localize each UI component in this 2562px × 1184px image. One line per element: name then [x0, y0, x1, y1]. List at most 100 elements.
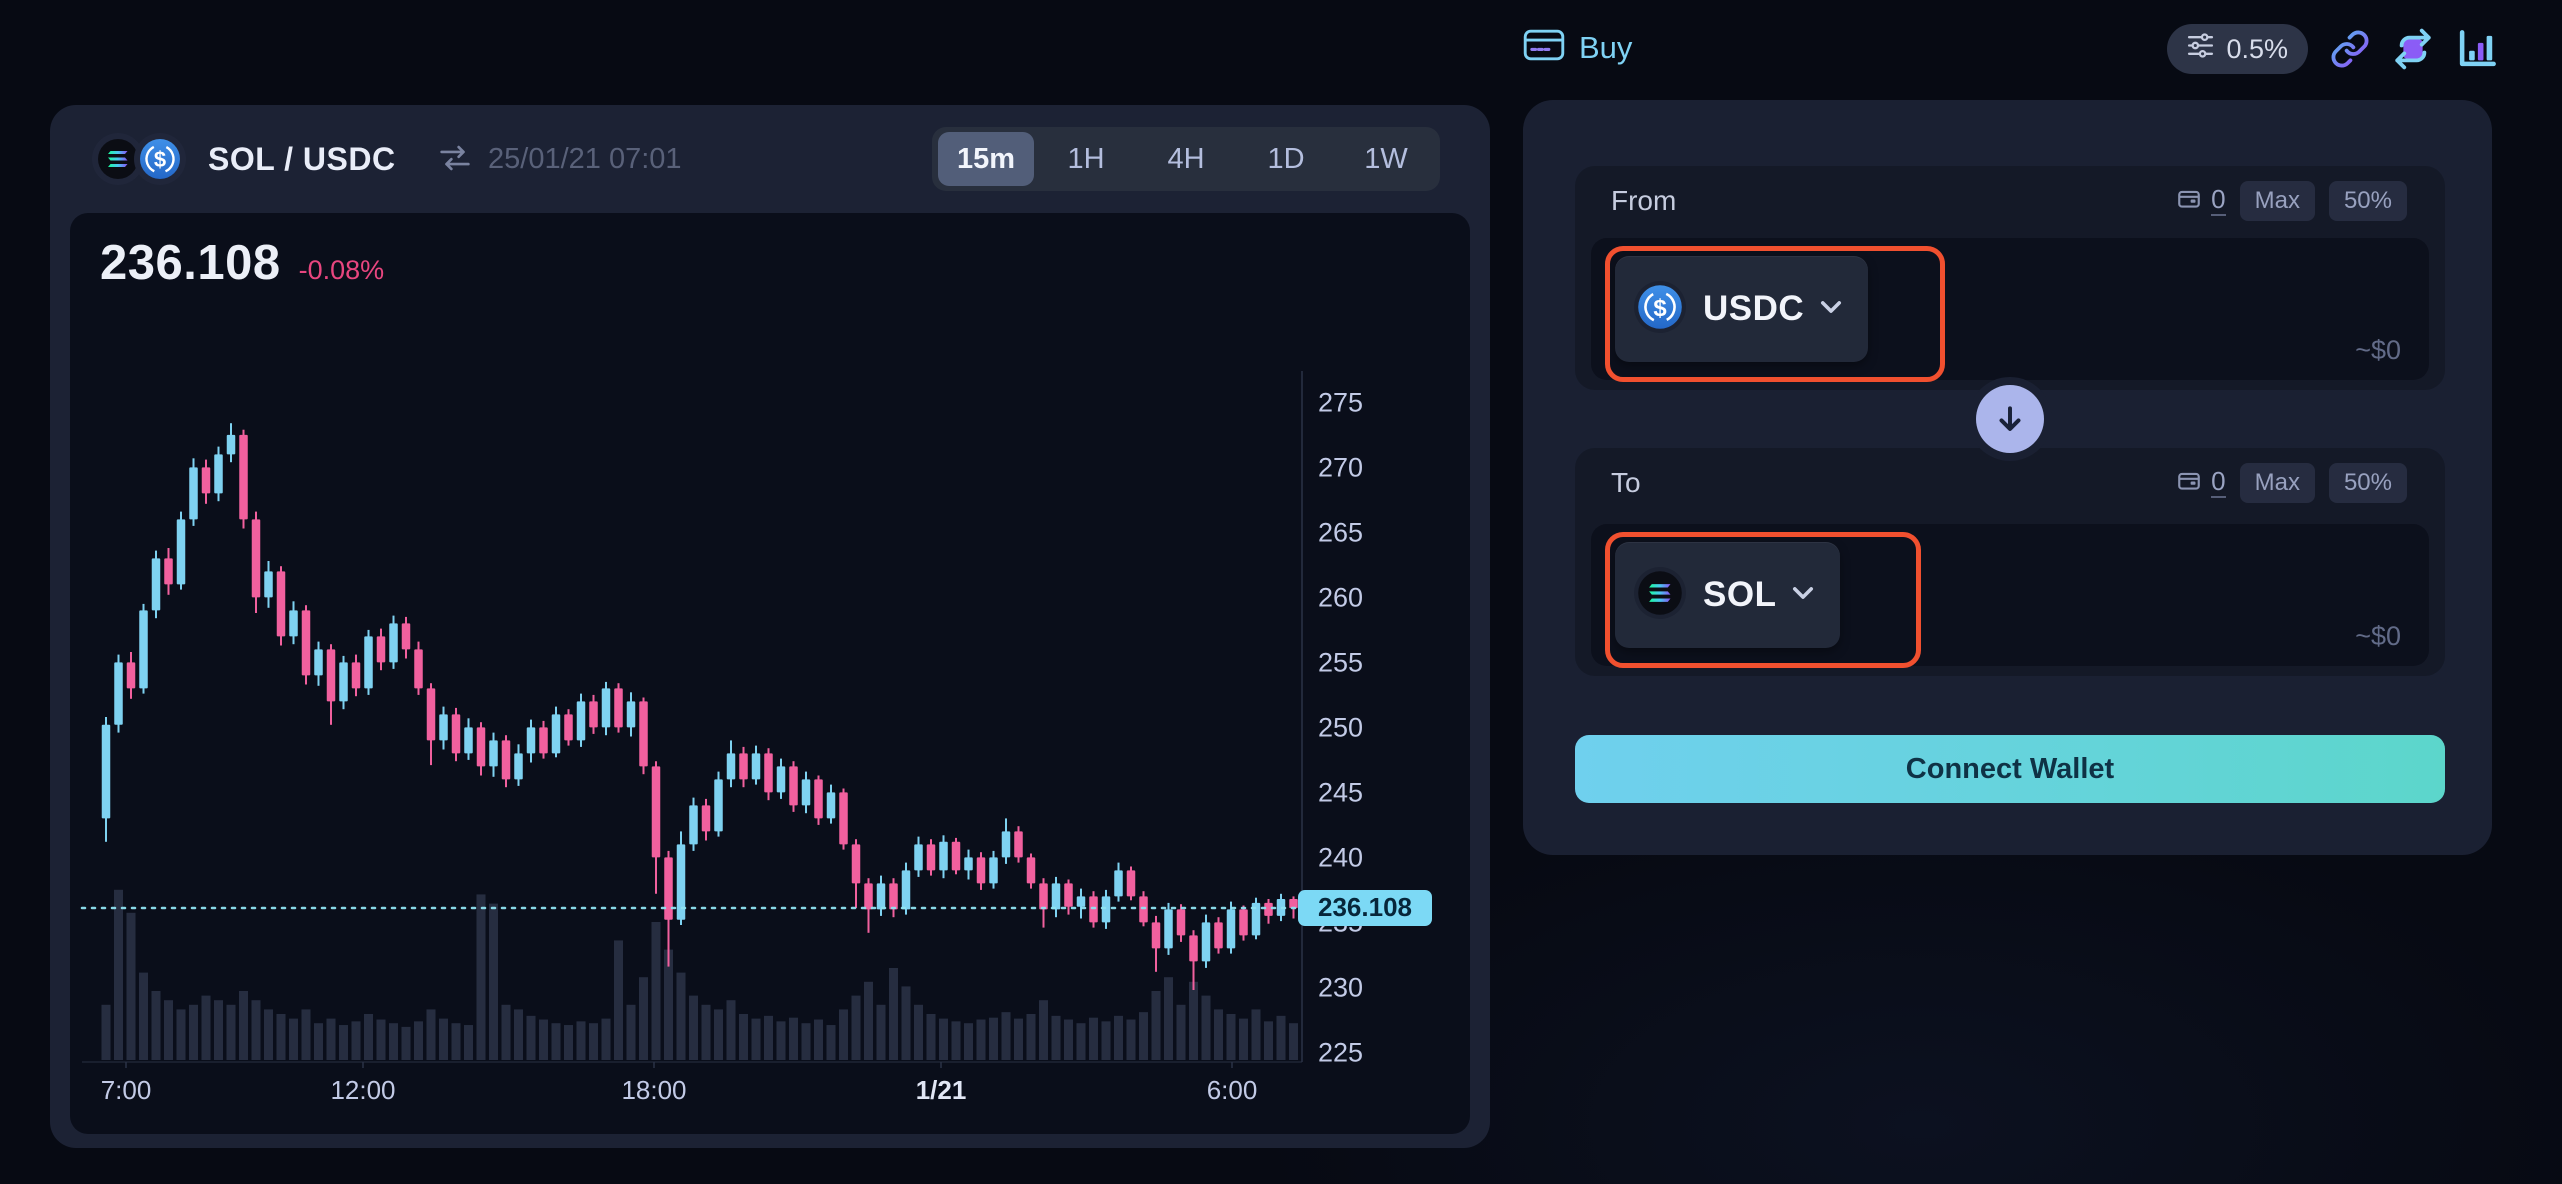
candle-body — [376, 636, 386, 663]
slippage-settings-button[interactable]: 0.5% — [2167, 24, 2308, 74]
candle-body — [301, 610, 311, 676]
timeframe-selector: 15m 1H 4H 1D 1W — [932, 127, 1440, 191]
volume-bar — [1214, 1009, 1223, 1060]
chart-area[interactable]: 236.108 -0.08% 275 270 265 260 255 250 245 240 2… — [70, 213, 1470, 1134]
timeframe-4h[interactable]: 4H — [1167, 142, 1205, 175]
to-half-button[interactable]: 50% — [2328, 463, 2407, 503]
volume-bar — [676, 972, 686, 1060]
volume-bar — [914, 1004, 923, 1060]
candle-body — [964, 857, 973, 871]
candle-body — [476, 727, 486, 767]
timeframe-1d[interactable]: 1D — [1267, 142, 1305, 175]
volume-bar — [1026, 1014, 1036, 1060]
volume-bar — [314, 1023, 323, 1060]
swap-pair-icon[interactable] — [438, 145, 472, 176]
usdc-token-icon: $ — [1633, 280, 1687, 339]
price-change: -0.08% — [298, 255, 385, 285]
from-max-button[interactable]: Max — [2239, 181, 2315, 221]
candle-body — [1189, 935, 1198, 962]
candle-body — [489, 740, 498, 767]
candle-body — [714, 779, 723, 832]
candle-body — [1014, 831, 1023, 858]
swap-refresh-button[interactable] — [2392, 28, 2434, 70]
to-input-box[interactable]: SOL ~$0 — [1591, 524, 2429, 668]
volume-bar — [889, 968, 898, 1060]
y-axis-label: 250 — [1318, 712, 1363, 742]
volume-bar — [1151, 991, 1161, 1060]
volume-bar — [1226, 1014, 1236, 1060]
y-axis-label: 260 — [1318, 582, 1363, 612]
candle-body — [1101, 896, 1111, 923]
wallet-icon — [2175, 468, 2203, 499]
volume-bar — [1076, 1023, 1086, 1060]
candle-body — [501, 740, 511, 780]
volume-bar — [876, 1004, 886, 1060]
svg-text:$: $ — [154, 147, 166, 172]
x-axis-label: 12:00 — [330, 1075, 395, 1105]
connect-wallet-button[interactable]: Connect Wallet — [1575, 735, 2445, 803]
volume-bar — [114, 889, 123, 1060]
from-balance-value[interactable]: 0 — [2211, 184, 2226, 216]
link-icon — [2331, 30, 2369, 68]
from-input-box[interactable]: $ USDC ~$0 — [1591, 238, 2429, 382]
candle-body — [314, 649, 323, 676]
volume-bar — [1164, 977, 1173, 1060]
volume-bar — [189, 1004, 198, 1060]
volume-bar — [639, 977, 648, 1060]
volume-bar — [439, 1018, 448, 1060]
from-usd-value: ~$0 — [2355, 335, 2401, 365]
volume-bar — [164, 1000, 173, 1060]
candle-body — [364, 636, 373, 689]
bar-chart-icon — [2459, 30, 2496, 67]
volume-bar — [126, 912, 136, 1060]
from-half-button[interactable]: 50% — [2328, 181, 2407, 221]
from-token-select[interactable]: $ USDC — [1615, 256, 1869, 362]
to-token-select[interactable]: SOL — [1615, 542, 1841, 648]
volume-bar — [151, 991, 161, 1060]
volume-bar — [451, 1023, 461, 1060]
volume-bar — [226, 1004, 236, 1060]
volume-bar — [1201, 995, 1211, 1060]
current-price-tag — [1298, 890, 1432, 926]
volume-bar — [851, 995, 861, 1060]
timeframe-1w[interactable]: 1W — [1364, 142, 1408, 175]
candle-body — [1151, 922, 1161, 949]
candle-body — [326, 649, 336, 702]
to-max-button[interactable]: Max — [2239, 463, 2315, 503]
svg-text:$: $ — [1653, 294, 1666, 321]
volume-bar — [1189, 981, 1198, 1060]
from-header: From — [1575, 166, 2445, 236]
candle-body — [851, 844, 861, 884]
timeframe-15m[interactable]: 15m — [938, 132, 1034, 186]
volume-bar — [689, 995, 698, 1060]
candle-body — [351, 662, 361, 689]
swap-direction-button[interactable] — [1976, 385, 2044, 453]
candle-body — [214, 454, 223, 494]
candle-body — [526, 727, 536, 754]
chart-toggle-button[interactable] — [2456, 28, 2498, 70]
volume-bar — [401, 1026, 411, 1060]
timeframe-1h[interactable]: 1H — [1067, 142, 1105, 175]
candle-body — [814, 779, 823, 819]
buy-tab[interactable]: Buy — [1523, 28, 1632, 67]
candle-body — [1214, 922, 1223, 949]
to-balance[interactable]: 0 — [2175, 466, 2226, 499]
to-balance-value[interactable]: 0 — [2211, 466, 2226, 498]
volume-bar — [251, 1000, 261, 1060]
volume-bar — [839, 1009, 848, 1060]
chart-card: $ SOL / USDC 25/01/21 07:01 15m 1H 4H 1D… — [50, 105, 1490, 1148]
candlestick-chart[interactable]: 2752702652602552502452402352302257:0012:… — [70, 213, 1470, 1134]
sliders-icon — [2187, 32, 2214, 66]
current-price-tag-label: 236.108 — [1318, 892, 1412, 922]
candle-body — [1064, 883, 1073, 907]
volume-bar — [276, 1014, 286, 1060]
volume-bar — [651, 922, 661, 1060]
volume-bar — [939, 1018, 948, 1060]
x-axis-label: 1/21 — [916, 1075, 967, 1105]
volume-bar — [1114, 1015, 1123, 1060]
candle-body — [726, 753, 736, 780]
share-link-button[interactable] — [2330, 29, 2370, 69]
from-balance[interactable]: 0 — [2175, 184, 2226, 217]
volume-bar — [989, 1017, 998, 1060]
